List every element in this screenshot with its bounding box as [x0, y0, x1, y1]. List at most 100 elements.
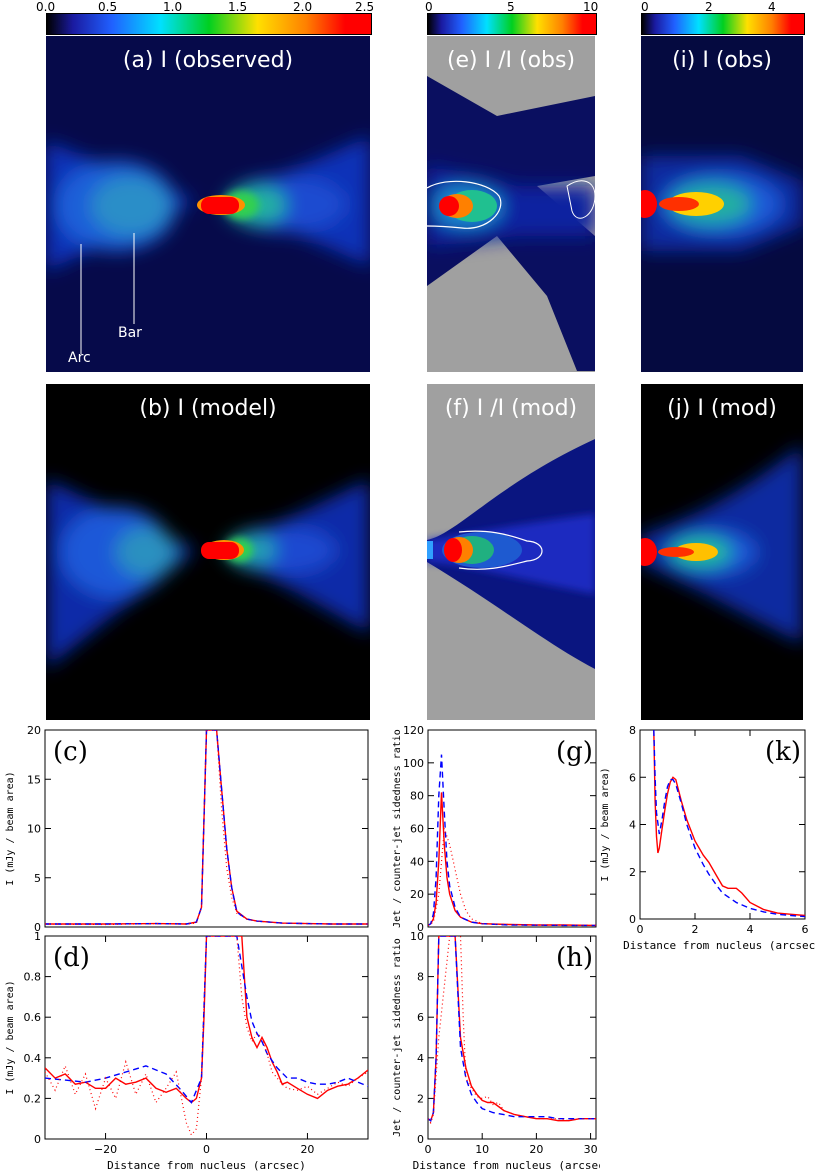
x-tick-label: 6 — [802, 923, 809, 936]
plot-frame — [44, 729, 369, 928]
y-axis-label: I (mJy / beam area) — [5, 771, 16, 885]
series-line-2 — [653, 730, 805, 918]
y-tick-label: 0 — [629, 913, 636, 926]
panel-j-image — [641, 384, 803, 720]
cbar-right-tick: 4 — [768, 0, 776, 14]
y-axis-label: Jet / counter-jet sidedness ratio — [392, 729, 403, 928]
arc-label: Arc — [68, 350, 91, 366]
panel-label: (c) — [53, 737, 88, 767]
cbar-left-tick: 2.0 — [293, 0, 313, 14]
plot-frame — [44, 935, 369, 1140]
series-line-1 — [428, 936, 596, 1122]
y-tick-label: 4 — [417, 1052, 424, 1065]
panel-e-image — [427, 36, 595, 372]
series-line-1 — [45, 936, 368, 1104]
series-line-1 — [653, 730, 805, 917]
x-tick-label: 20 — [300, 1143, 314, 1156]
x-tick-label: 20 — [529, 1143, 543, 1156]
series-line-1 — [428, 792, 596, 927]
y-tick-label: 0 — [417, 1133, 424, 1146]
panel-a-image — [46, 36, 370, 372]
cbar-right-tick: 2 — [705, 0, 713, 14]
x-tick-label: 0 — [203, 1143, 210, 1156]
x-axis-label: Distance from nucleus (arcsec) — [623, 939, 817, 952]
colorbar-left — [46, 13, 372, 35]
contour-line — [458, 530, 543, 570]
panel-label: (h) — [556, 943, 593, 973]
y-tick-label: 8 — [417, 971, 424, 984]
x-tick-label: −20 — [94, 1143, 117, 1156]
y-tick-label: 8 — [629, 724, 636, 737]
colorbar-middle — [427, 13, 597, 35]
colorbar-right — [641, 13, 805, 35]
image-panel-f: (f) I /I (mod) — [427, 384, 595, 720]
panel-i-image — [641, 36, 803, 372]
y-tick-label: 20 — [410, 888, 424, 901]
y-tick-label: 80 — [410, 790, 424, 803]
y-tick-label: 0.4 — [24, 1052, 42, 1065]
line-chart-c: 0 5 10 15 20 I (mJy / beam area) (c) — [5, 724, 369, 934]
panel-f-image — [427, 384, 595, 720]
y-tick-label: 60 — [410, 823, 424, 836]
plot-frame — [427, 935, 597, 1140]
panel-j-title: (j) I (mod) — [667, 396, 777, 421]
x-tick-label: 2 — [692, 923, 699, 936]
y-tick-label: 0.8 — [24, 971, 42, 984]
y-tick-label: 40 — [410, 855, 424, 868]
y-axis-label: I (mJy / beam area) — [600, 767, 611, 881]
panel-label: (g) — [556, 737, 593, 767]
cbar-left-tick: 2.5 — [355, 0, 375, 14]
line-chart-h: 0 2 4 6 8 10 0 10 20 30 Distance from nucleus (arc… — [392, 932, 600, 1172]
panel-i-title: (i) I (obs) — [672, 48, 772, 73]
y-tick-label: 0.2 — [24, 1092, 42, 1105]
y-tick-label: 100 — [403, 757, 424, 770]
panel-b-image — [46, 384, 370, 720]
cbar-right-tick: 0 — [641, 0, 649, 14]
series-line-3 — [428, 828, 596, 926]
bar-label: Bar — [118, 325, 142, 341]
image-panel-b: (b) I (model) — [46, 384, 370, 720]
y-tick-label: 2 — [417, 1092, 424, 1105]
x-axis-label: Distance from nucleus (arcsec) — [413, 1159, 600, 1172]
y-tick-label: 0.6 — [24, 1011, 42, 1024]
series-line-3 — [45, 730, 368, 926]
panel-e-title: (e) I /I (obs) — [446, 48, 576, 73]
series-line-3 — [428, 936, 596, 1125]
series-line-2 — [428, 936, 596, 1122]
x-tick-label: 0 — [425, 1143, 432, 1156]
panel-label: (k) — [765, 737, 801, 767]
image-panel-j: (j) I (mod) — [641, 384, 803, 720]
y-tick-label: 15 — [27, 773, 41, 786]
y-tick-label: 10 — [27, 823, 41, 836]
cbar-mid-tick: 5 — [507, 0, 515, 14]
series-line-1 — [45, 730, 368, 925]
cbar-left-tick: 0.0 — [36, 0, 56, 14]
x-tick-label: 4 — [747, 923, 754, 936]
panel-b-title: (b) I (model) — [139, 396, 277, 421]
series-line-2 — [45, 730, 368, 925]
y-tick-label: 10 — [410, 932, 424, 943]
x-tick-label: 0 — [637, 923, 644, 936]
cbar-mid-tick: 0 — [425, 0, 433, 14]
panel-f-title: (f) I /I (mod) — [444, 396, 578, 421]
cbar-left-tick: 1.0 — [163, 0, 183, 14]
cbar-mid-tick: 10 — [583, 0, 599, 14]
line-chart-k: 0 2 4 6 8 0 2 4 6 Distance from nucleus (arcsec) I… — [600, 724, 817, 952]
y-tick-label: 0 — [34, 921, 41, 934]
panel-a-title: (a) I (observed) — [122, 48, 294, 73]
series-line-3 — [45, 936, 368, 1137]
series-line-2 — [45, 936, 368, 1104]
y-tick-label: 1 — [34, 932, 41, 943]
x-axis-label: Distance from nucleus (arcsec) — [107, 1159, 306, 1172]
y-tick-label: 120 — [403, 724, 424, 737]
panel-label: (d) — [53, 943, 90, 973]
y-tick-label: 0 — [34, 1133, 41, 1146]
y-axis-label: Jet / counter-jet sidedness ratio — [392, 938, 403, 1137]
image-panel-e: (e) I /I (obs) — [427, 36, 595, 372]
y-tick-label: 4 — [629, 819, 636, 832]
line-chart-d: 0 0.2 0.4 0.6 0.8 1 −20 0 20 Distance from nucleu… — [5, 932, 369, 1172]
y-tick-label: 2 — [629, 866, 636, 879]
image-panel-a: (a) I (observed) Arc Bar — [46, 36, 370, 372]
y-tick-label: 20 — [27, 724, 41, 737]
